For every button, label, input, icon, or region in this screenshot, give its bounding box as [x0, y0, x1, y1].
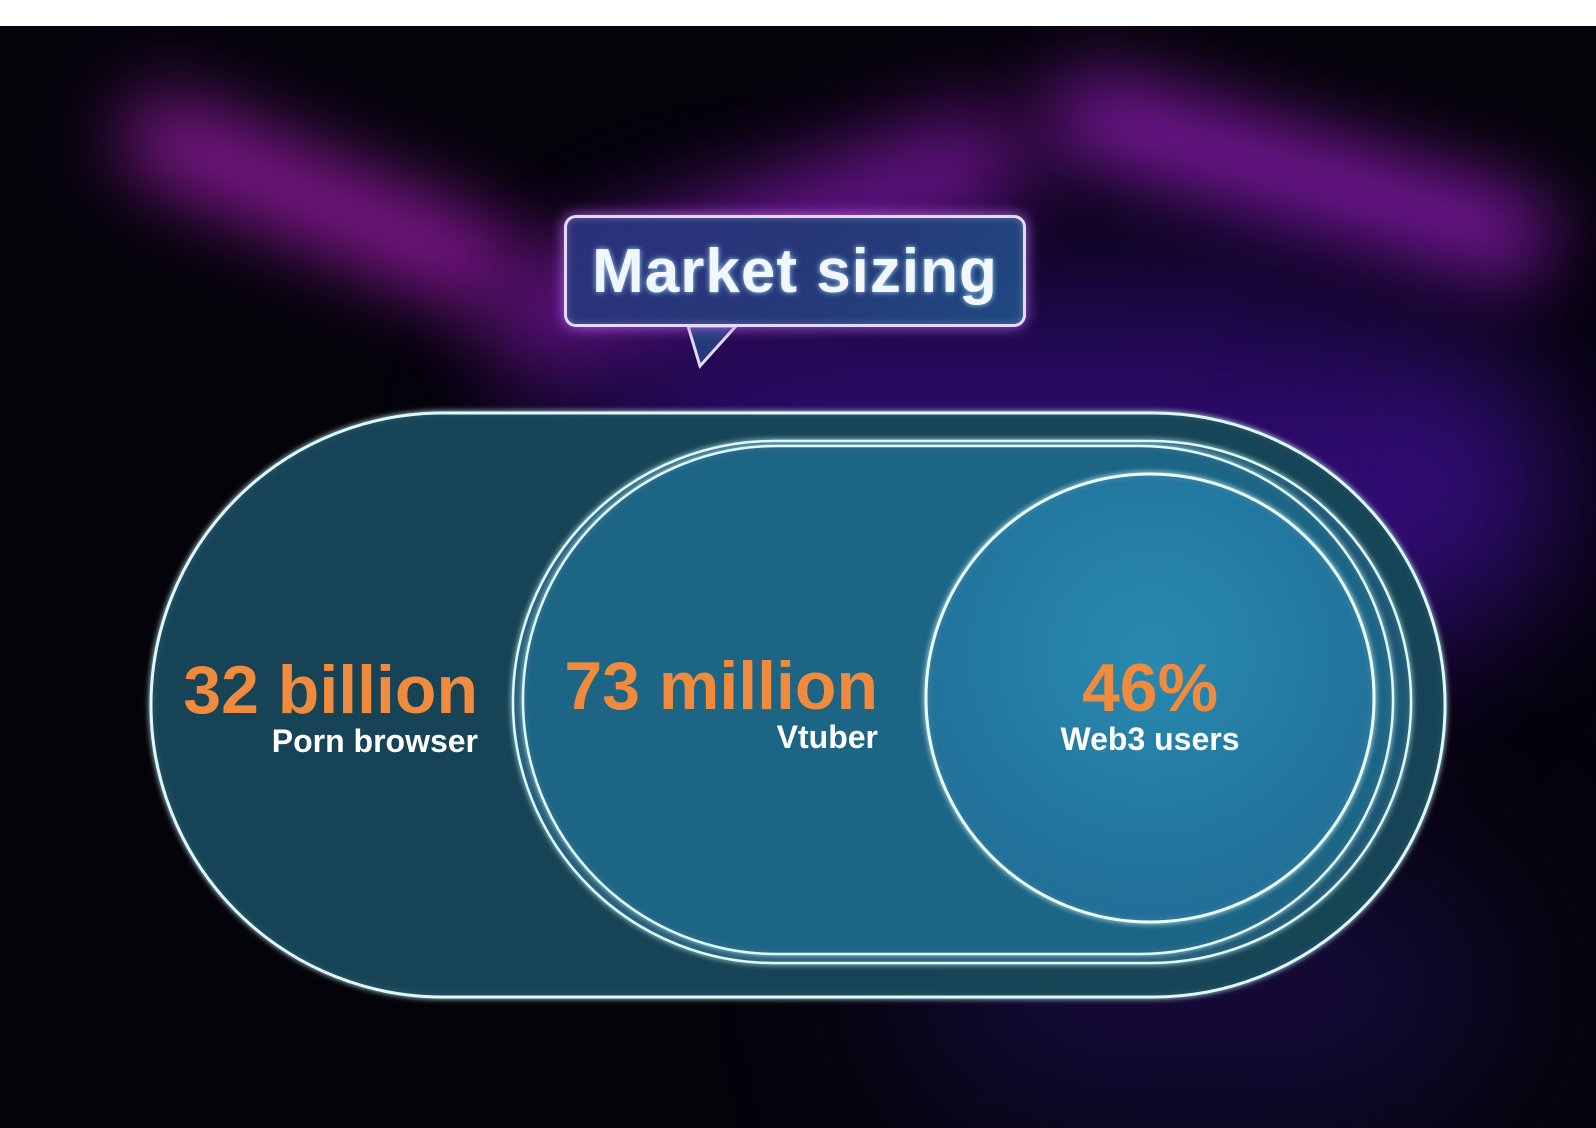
metric-value: 46%: [1081, 650, 1219, 726]
metric-label: Web3 users: [1060, 721, 1240, 757]
page-title: Market sizing: [592, 236, 998, 306]
title-callout: Market sizing: [564, 215, 1026, 327]
nested-market-shapes: [149, 321, 1447, 999]
diagram-canvas: Market sizing 32 billion Porn browser 73…: [0, 26, 1596, 1128]
metric-porn-browser: 32 billion Porn browser: [183, 656, 478, 758]
metric-vtuber: 73 million Vtuber: [564, 652, 878, 754]
metric-web3-users: 46% Web3 users: [1030, 654, 1270, 756]
metric-label: Porn browser: [271, 723, 478, 759]
inner-circle-web3: [924, 472, 1376, 924]
metric-value: 73 million: [564, 648, 878, 724]
metric-label: Vtuber: [776, 719, 878, 755]
callout-tail: [685, 324, 740, 369]
metric-value: 32 billion: [183, 652, 478, 728]
